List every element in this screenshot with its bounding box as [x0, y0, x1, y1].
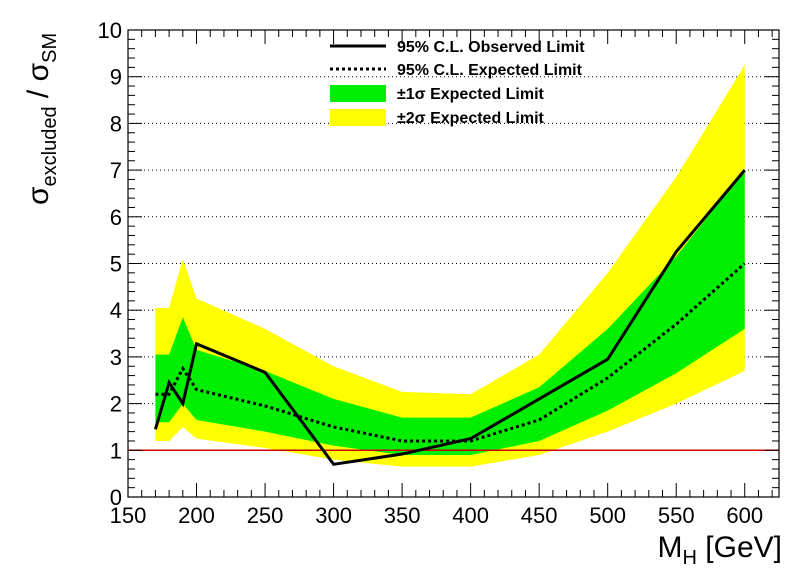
legend-band1-label: ±1σ Expected Limit	[397, 86, 545, 103]
x-tick-label-500: 500	[589, 503, 626, 528]
y-tick-label-0: 0	[110, 485, 122, 510]
legend-observed-label: 95% C.L. Observed Limit	[397, 39, 585, 56]
y-axis-title-sigma1: σ	[22, 186, 55, 205]
x-tick-label-550: 550	[658, 503, 695, 528]
limit-lines	[153, 169, 746, 466]
y-tick-label-10: 10	[98, 18, 122, 43]
axes	[127, 29, 780, 498]
x-tick-label-450: 450	[521, 503, 558, 528]
y-axis-title-slash: /	[22, 81, 55, 106]
y-tick-label-2: 2	[110, 392, 122, 417]
legend-band1-swatch	[330, 85, 386, 102]
expected-limit-line	[155, 262, 746, 443]
x-axis-title-unit: [GeV]	[697, 531, 782, 564]
x-axis-title-main: M	[658, 531, 683, 564]
y-axis-title: σexcluded / σSM	[22, 33, 61, 205]
x-tick-label-350: 350	[384, 503, 421, 528]
y-tick-label-1: 1	[110, 438, 122, 463]
x-tick-label-150: 150	[110, 503, 147, 528]
y-tick-label-8: 8	[110, 111, 122, 136]
y-tick-label-9: 9	[110, 65, 122, 90]
legend: 95% C.L. Observed Limit 95% C.L. Expecte…	[330, 39, 585, 127]
x-axis-title: MH [GeV]	[658, 531, 783, 569]
legend-band2-label: ±2σ Expected Limit	[397, 110, 545, 127]
x-tick-label-200: 200	[178, 503, 215, 528]
x-tick-label-600: 600	[726, 503, 763, 528]
y-axis-title-sigma2: σ	[22, 62, 55, 81]
x-axis-title-sub: H	[683, 547, 697, 569]
tick-labels: 150 200 250 300 350 400 450 500 550 600 0 1 2 3 4 5 6 7 8 9…	[98, 18, 764, 528]
y-tick-label-7: 7	[110, 158, 122, 183]
legend-band2-swatch	[330, 109, 386, 126]
y-axis-title-sub1: excluded	[39, 106, 61, 186]
x-tick-label-400: 400	[452, 503, 489, 528]
observed-limit-line	[153, 169, 746, 466]
x-tick-label-300: 300	[315, 503, 352, 528]
x-tick-label-250: 250	[247, 503, 284, 528]
legend-expected-label: 95% C.L. Expected Limit	[397, 62, 583, 79]
y-tick-label-3: 3	[110, 345, 122, 370]
y-tick-label-5: 5	[110, 252, 122, 277]
y-tick-label-4: 4	[110, 298, 122, 323]
y-axis-title-sub2: SM	[39, 33, 61, 63]
y-tick-label-6: 6	[110, 205, 122, 230]
